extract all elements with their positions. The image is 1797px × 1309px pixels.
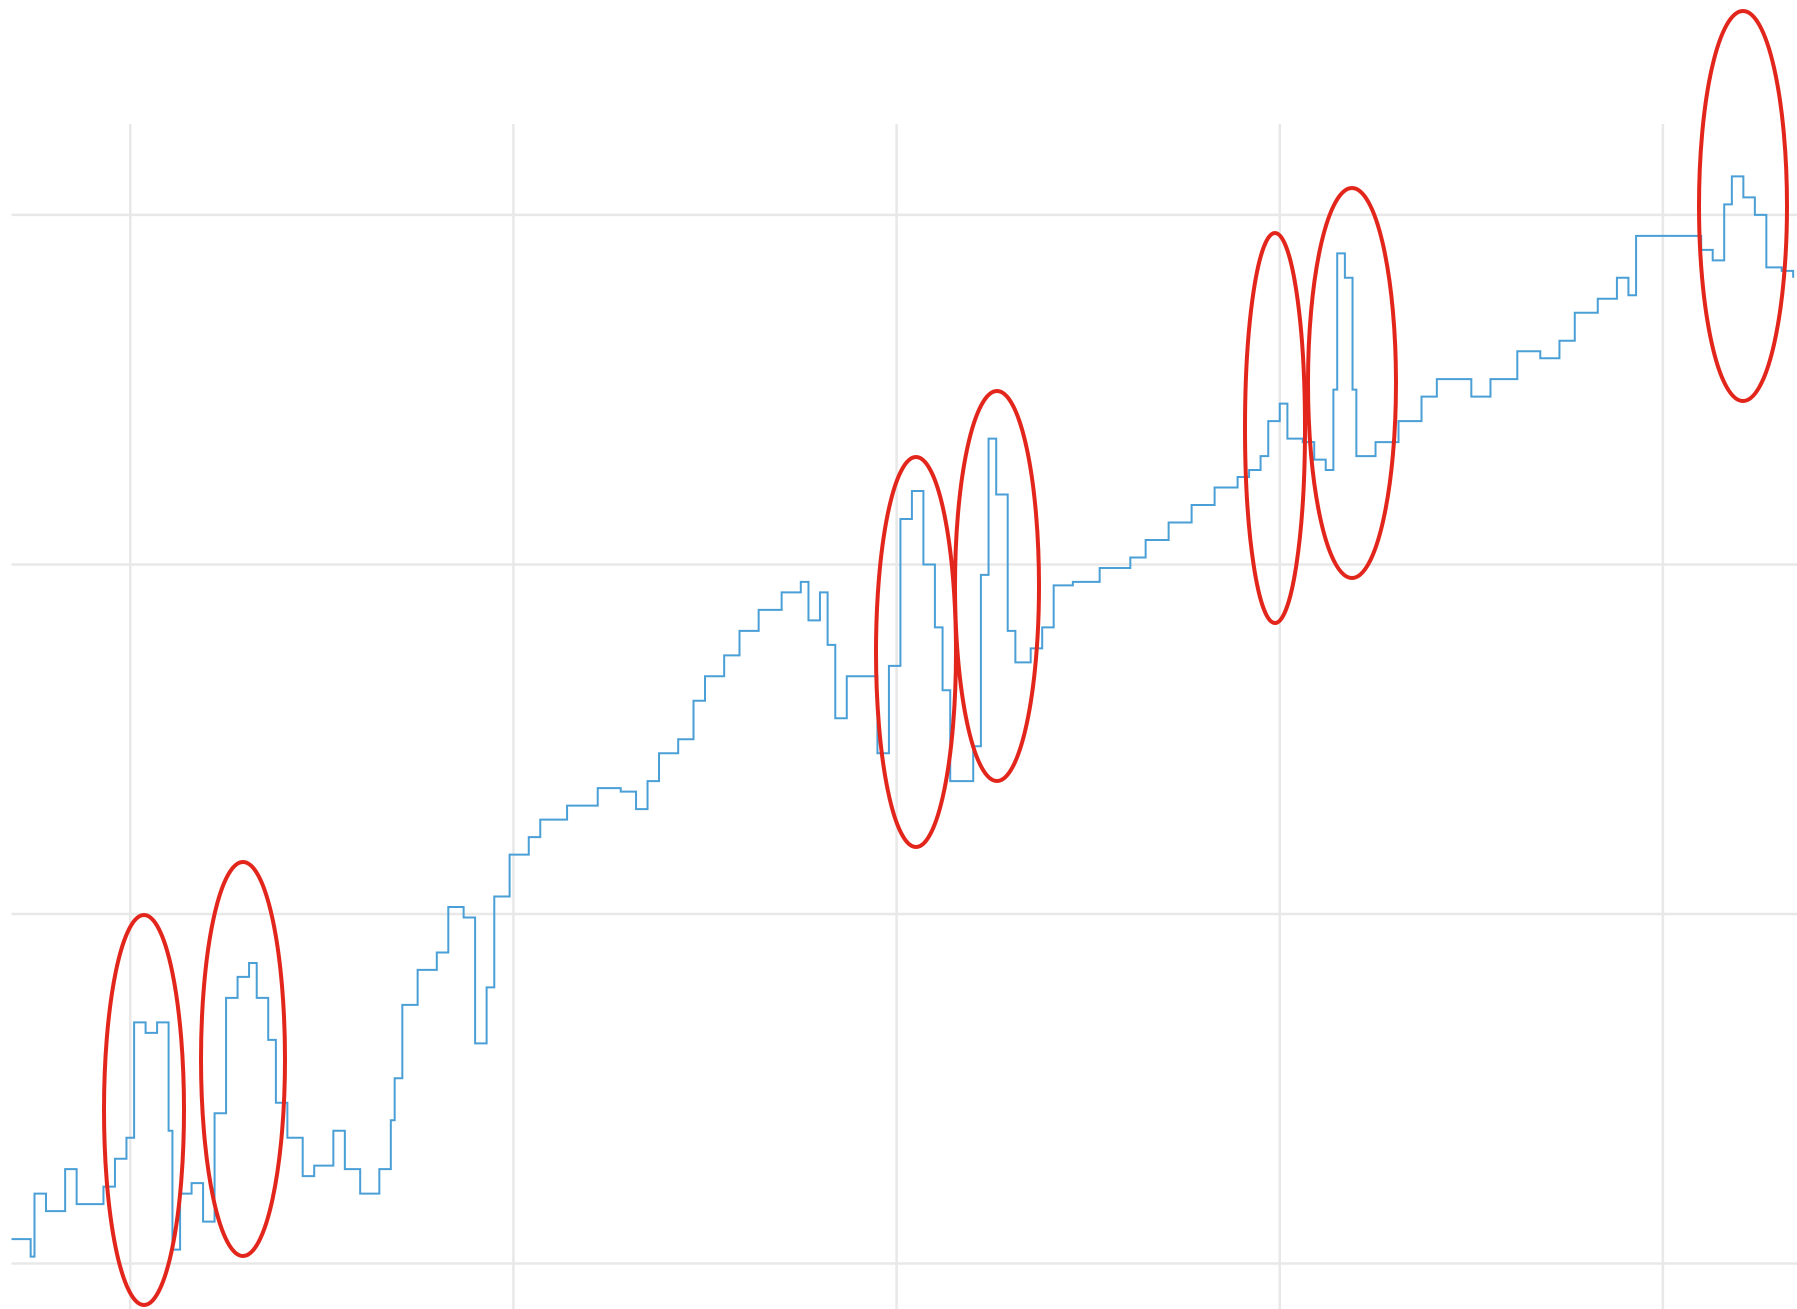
highlight-ellipse: [199, 860, 287, 1258]
highlight-ellipse: [102, 913, 186, 1307]
highlight-ellipse: [1697, 9, 1789, 403]
data-line: [11, 175, 1795, 1258]
grid: [11, 124, 1797, 1309]
highlight-ellipse: [1243, 231, 1307, 625]
plot-area: [11, 175, 1795, 1258]
annotations: [102, 9, 1789, 1307]
highlight-ellipse: [953, 389, 1041, 783]
highlight-ellipse: [874, 455, 958, 849]
highlight-ellipse: [1306, 186, 1398, 580]
